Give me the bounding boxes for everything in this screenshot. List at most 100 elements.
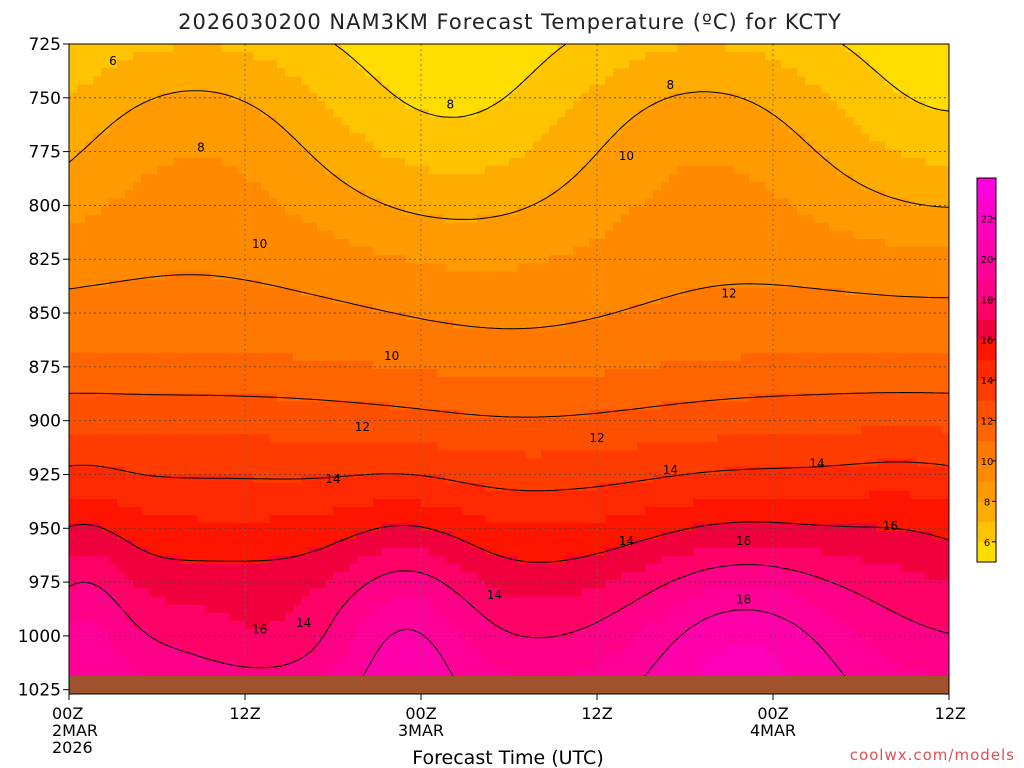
field-cell [125,109,134,118]
field-cell [517,157,526,167]
field-cell [301,645,310,654]
field-cell [141,669,150,679]
field-cell [253,645,262,654]
field-cell [477,604,486,614]
field-cell [261,425,270,435]
field-cell [557,312,566,321]
field-cell [277,385,286,394]
field-cell [229,157,238,167]
field-cell [381,596,390,606]
field-cell [93,539,102,549]
field-cell [261,458,270,468]
field-cell [93,393,102,403]
field-cell [245,393,254,403]
field-cell [293,287,302,297]
field-cell [181,44,190,53]
field-cell [429,141,438,151]
field-cell [293,52,302,61]
field-cell [405,547,414,557]
field-cell [349,68,358,78]
field-cell [565,141,574,151]
field-cell [309,458,318,468]
field-cell [421,125,430,134]
field-cell [501,149,510,159]
field-cell [141,588,150,598]
field-cell [565,320,574,329]
field-cell [221,515,230,524]
field-cell [277,100,286,110]
field-cell [309,629,318,638]
field-cell [229,133,238,143]
field-cell [389,645,398,654]
field-cell [517,117,526,126]
field-cell [445,133,454,143]
field-cell [421,141,430,151]
field-cell [429,596,438,606]
field-cell [437,482,446,492]
field-cell [365,507,374,516]
field-cell [261,620,270,630]
field-cell [293,369,302,378]
field-cell [173,572,182,581]
field-cell [245,117,254,126]
field-cell [493,596,502,606]
field-cell [269,612,278,622]
field-cell [485,52,494,61]
field-cell [525,165,534,175]
field-cell [141,442,150,451]
field-cell [101,271,110,281]
field-cell [253,149,262,159]
field-cell [413,141,422,151]
field-cell [381,539,390,549]
field-cell [165,125,174,134]
field-cell [365,620,374,630]
field-cell [533,442,542,451]
field-cell [309,44,318,53]
field-cell [69,239,78,248]
field-cell [165,653,174,663]
field-cell [261,564,270,573]
field-cell [389,425,398,435]
field-cell [317,409,326,419]
field-cell [165,92,174,102]
field-cell [549,287,558,297]
field-cell [85,304,94,313]
field-cell [381,490,390,500]
field-cell [285,100,294,110]
field-cell [181,385,190,394]
field-cell [429,295,438,305]
field-cell [477,409,486,419]
field-cell [213,401,222,411]
field-cell [453,474,462,484]
field-cell [261,239,270,248]
field-cell [117,596,126,606]
field-cell [165,669,174,679]
field-cell [493,344,502,354]
field-cell [261,60,270,69]
field-cell [261,442,270,451]
field-cell [565,190,574,199]
field-cell [429,499,438,508]
field-cell [293,320,302,329]
field-cell [469,344,478,354]
field-cell [117,515,126,524]
field-cell [141,531,150,541]
field-cell [509,336,518,346]
field-cell [365,377,374,386]
field-cell [93,141,102,151]
field-cell [229,669,238,679]
field-cell [173,482,182,492]
field-cell [157,206,166,216]
field-cell [141,409,150,419]
field-cell [165,612,174,622]
field-cell [149,109,158,118]
field-cell [397,490,406,500]
field-cell [469,68,478,78]
field-cell [461,190,470,199]
field-cell [445,84,454,94]
field-cell [101,547,110,557]
field-cell [557,417,566,427]
field-cell [557,547,566,557]
field-cell [413,507,422,516]
field-cell [501,474,510,484]
